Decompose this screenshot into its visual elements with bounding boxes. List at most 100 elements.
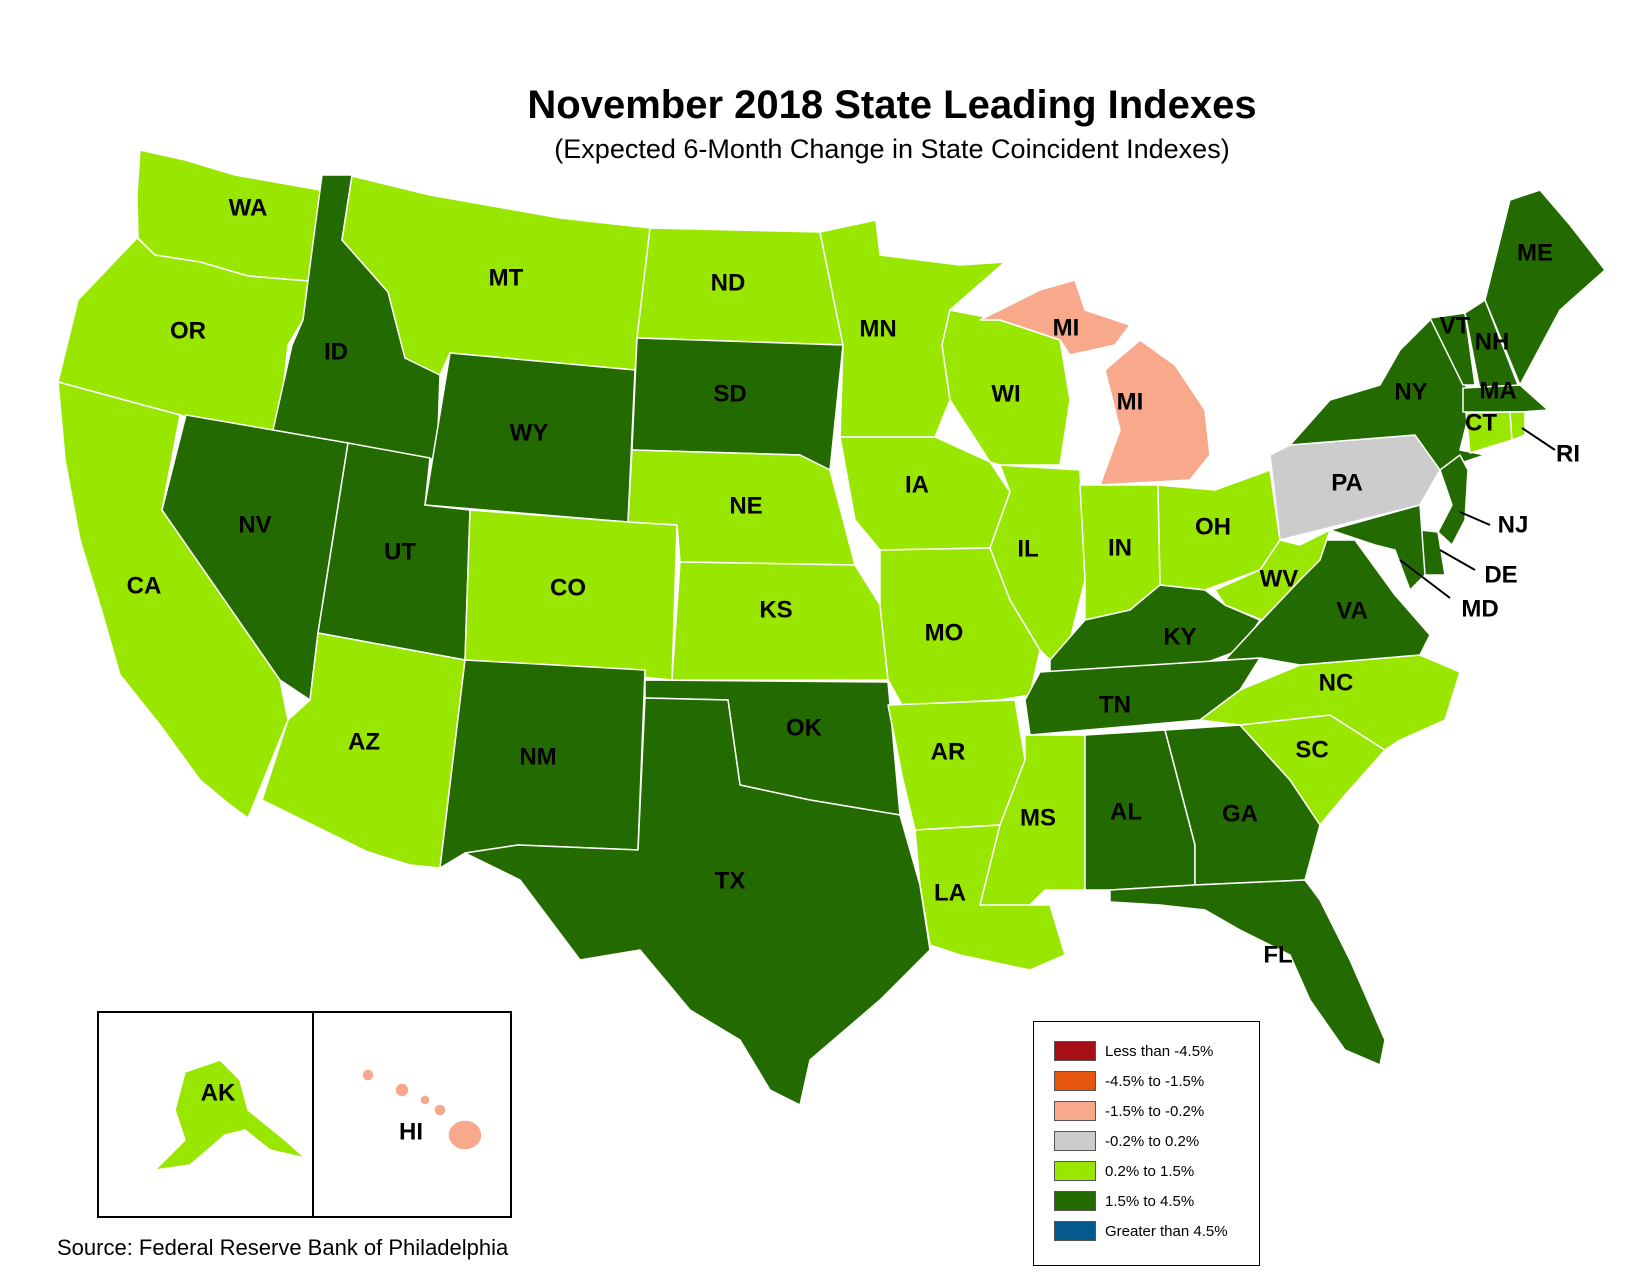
map-title: November 2018 State Leading Indexes bbox=[527, 83, 1257, 127]
legend-swatch bbox=[1054, 1101, 1096, 1121]
label-ak: AK bbox=[201, 1079, 236, 1106]
legend-label: -4.5% to -1.5% bbox=[1105, 1072, 1205, 1090]
label-or: OR bbox=[170, 317, 206, 344]
label-il: IL bbox=[1017, 535, 1038, 562]
label-wa: WA bbox=[229, 194, 268, 221]
label-ia: IA bbox=[905, 471, 929, 498]
state-wv bbox=[1214, 529, 1331, 621]
label-nh: NH bbox=[1475, 328, 1510, 355]
label-sd: SD bbox=[713, 380, 746, 407]
legend-item: Greater than 4.5% bbox=[1054, 1216, 1259, 1246]
state-co bbox=[464, 509, 678, 681]
source-note: Source: Federal Reserve Bank of Philadel… bbox=[57, 1235, 509, 1260]
state-nj bbox=[1437, 454, 1469, 546]
label-mn: MN bbox=[859, 315, 896, 342]
legend-swatch bbox=[1054, 1221, 1096, 1241]
label-ma: MA bbox=[1479, 377, 1516, 404]
label-tn: TN bbox=[1099, 691, 1131, 718]
state-mi-upper bbox=[979, 279, 1131, 356]
legend-item: -1.5% to -0.2% bbox=[1054, 1096, 1259, 1126]
label-mt: MT bbox=[489, 264, 524, 291]
legend-swatch bbox=[1054, 1131, 1096, 1151]
legend-label: Greater than 4.5% bbox=[1105, 1222, 1228, 1240]
label-pa: PA bbox=[1331, 469, 1363, 496]
legend-item: Less than -4.5% bbox=[1054, 1036, 1259, 1066]
label-vt: VT bbox=[1440, 312, 1471, 339]
state-ma bbox=[1462, 384, 1549, 413]
legend: Less than -4.5% -4.5% to -1.5% -1.5% to … bbox=[1033, 1021, 1260, 1266]
legend-label: -1.5% to -0.2% bbox=[1105, 1102, 1205, 1120]
label-nv: NV bbox=[238, 511, 271, 538]
legend-item: 1.5% to 4.5% bbox=[1054, 1186, 1259, 1216]
state-vt bbox=[1429, 312, 1476, 386]
label-ms: MS bbox=[1020, 804, 1056, 831]
label-wv: WV bbox=[1260, 565, 1299, 592]
label-ar: AR bbox=[931, 738, 966, 765]
state-shapes bbox=[57, 149, 1606, 1171]
state-or bbox=[57, 237, 309, 446]
state-ri bbox=[1509, 411, 1526, 441]
inset-frame bbox=[97, 1011, 512, 1218]
label-ri: RI bbox=[1556, 440, 1580, 467]
label-co: CO bbox=[550, 574, 586, 601]
label-la: LA bbox=[934, 879, 966, 906]
label-nj: NJ bbox=[1498, 511, 1529, 538]
label-mi-upper: MI bbox=[1053, 314, 1080, 341]
label-va: VA bbox=[1336, 597, 1368, 624]
label-ne: NE bbox=[729, 492, 762, 519]
legend-swatch bbox=[1054, 1071, 1096, 1091]
leader-nj bbox=[1459, 511, 1491, 526]
label-az: AZ bbox=[348, 728, 380, 755]
label-id: ID bbox=[324, 338, 348, 365]
label-oh: OH bbox=[1195, 513, 1231, 540]
label-fl: FL bbox=[1263, 941, 1292, 968]
leader-lines bbox=[1399, 427, 1556, 599]
label-ga: GA bbox=[1222, 800, 1258, 827]
state-fl bbox=[1109, 879, 1386, 1066]
map-subtitle: (Expected 6-Month Change in State Coinci… bbox=[554, 134, 1230, 164]
legend-label: -0.2% to 0.2% bbox=[1105, 1132, 1200, 1150]
legend-swatch bbox=[1054, 1161, 1096, 1181]
legend-label: 0.2% to 1.5% bbox=[1105, 1162, 1195, 1180]
label-ct: CT bbox=[1465, 409, 1497, 436]
state-md bbox=[1329, 504, 1426, 591]
label-mi-lower: MI bbox=[1117, 388, 1144, 415]
leader-md bbox=[1399, 559, 1451, 599]
label-nc: NC bbox=[1319, 669, 1354, 696]
label-wi: WI bbox=[991, 380, 1020, 407]
label-mo: MO bbox=[925, 619, 964, 646]
label-ca: CA bbox=[127, 572, 162, 599]
label-ks: KS bbox=[759, 596, 792, 623]
label-ut: UT bbox=[384, 538, 416, 565]
state-tx bbox=[464, 697, 931, 1106]
label-sc: SC bbox=[1295, 736, 1328, 763]
label-ok: OK bbox=[786, 714, 823, 741]
state-labels: WA OR CA ID NV UT AZ MT WY CO NM ND SD N… bbox=[127, 194, 1580, 1145]
leader-de bbox=[1439, 549, 1476, 571]
legend-item: -0.2% to 0.2% bbox=[1054, 1126, 1259, 1156]
inset-divider bbox=[312, 1011, 314, 1218]
legend-swatch bbox=[1054, 1191, 1096, 1211]
label-hi: HI bbox=[399, 1118, 423, 1145]
label-ny: NY bbox=[1394, 378, 1427, 405]
label-in: IN bbox=[1108, 534, 1132, 561]
state-me bbox=[1484, 189, 1606, 386]
legend-swatch bbox=[1054, 1041, 1096, 1061]
label-nd: ND bbox=[711, 269, 746, 296]
state-hi bbox=[361, 1068, 483, 1151]
label-me: ME bbox=[1517, 239, 1553, 266]
label-nm: NM bbox=[519, 743, 556, 770]
state-nc bbox=[1199, 654, 1461, 751]
legend-label: 1.5% to 4.5% bbox=[1105, 1192, 1195, 1210]
legend-item: 0.2% to 1.5% bbox=[1054, 1156, 1259, 1186]
label-md: MD bbox=[1461, 595, 1498, 622]
label-al: AL bbox=[1110, 798, 1142, 825]
label-wy: WY bbox=[510, 419, 549, 446]
legend-item: -4.5% to -1.5% bbox=[1054, 1066, 1259, 1096]
label-tx: TX bbox=[715, 867, 746, 894]
label-de: DE bbox=[1484, 561, 1517, 588]
label-ky: KY bbox=[1163, 623, 1196, 650]
legend-label: Less than -4.5% bbox=[1105, 1042, 1214, 1060]
leader-ri bbox=[1521, 427, 1556, 451]
